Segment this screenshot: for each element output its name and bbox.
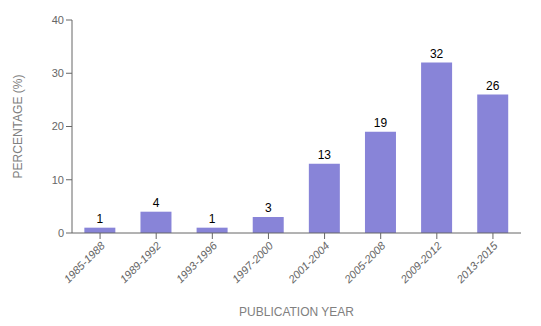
svg-text:4: 4 [153, 196, 160, 210]
svg-text:1989-1992: 1989-1992 [117, 239, 163, 285]
svg-text:2009-2012: 2009-2012 [397, 239, 443, 285]
svg-text:30: 30 [52, 67, 64, 79]
svg-text:1993-1996: 1993-1996 [174, 239, 220, 285]
svg-text:20: 20 [52, 120, 64, 132]
svg-text:13: 13 [318, 148, 332, 162]
svg-text:2001-2004: 2001-2004 [285, 239, 331, 285]
svg-text:PUBLICATION YEAR: PUBLICATION YEAR [239, 305, 354, 319]
svg-text:10: 10 [52, 174, 64, 186]
svg-text:26: 26 [486, 79, 500, 93]
svg-text:2005-2008: 2005-2008 [341, 239, 388, 286]
svg-text:32: 32 [430, 47, 444, 61]
svg-text:19: 19 [374, 116, 388, 130]
svg-text:0: 0 [58, 227, 64, 239]
svg-text:1997-2000: 1997-2000 [230, 239, 276, 285]
svg-text:1985-1988: 1985-1988 [61, 239, 107, 285]
svg-text:40: 40 [52, 14, 64, 26]
svg-text:PERCENTAGE (%): PERCENTAGE (%) [11, 75, 25, 179]
svg-text:1: 1 [97, 212, 104, 226]
svg-text:2013-2015: 2013-2015 [453, 239, 500, 286]
svg-text:1: 1 [209, 212, 216, 226]
svg-text:3: 3 [265, 201, 272, 215]
